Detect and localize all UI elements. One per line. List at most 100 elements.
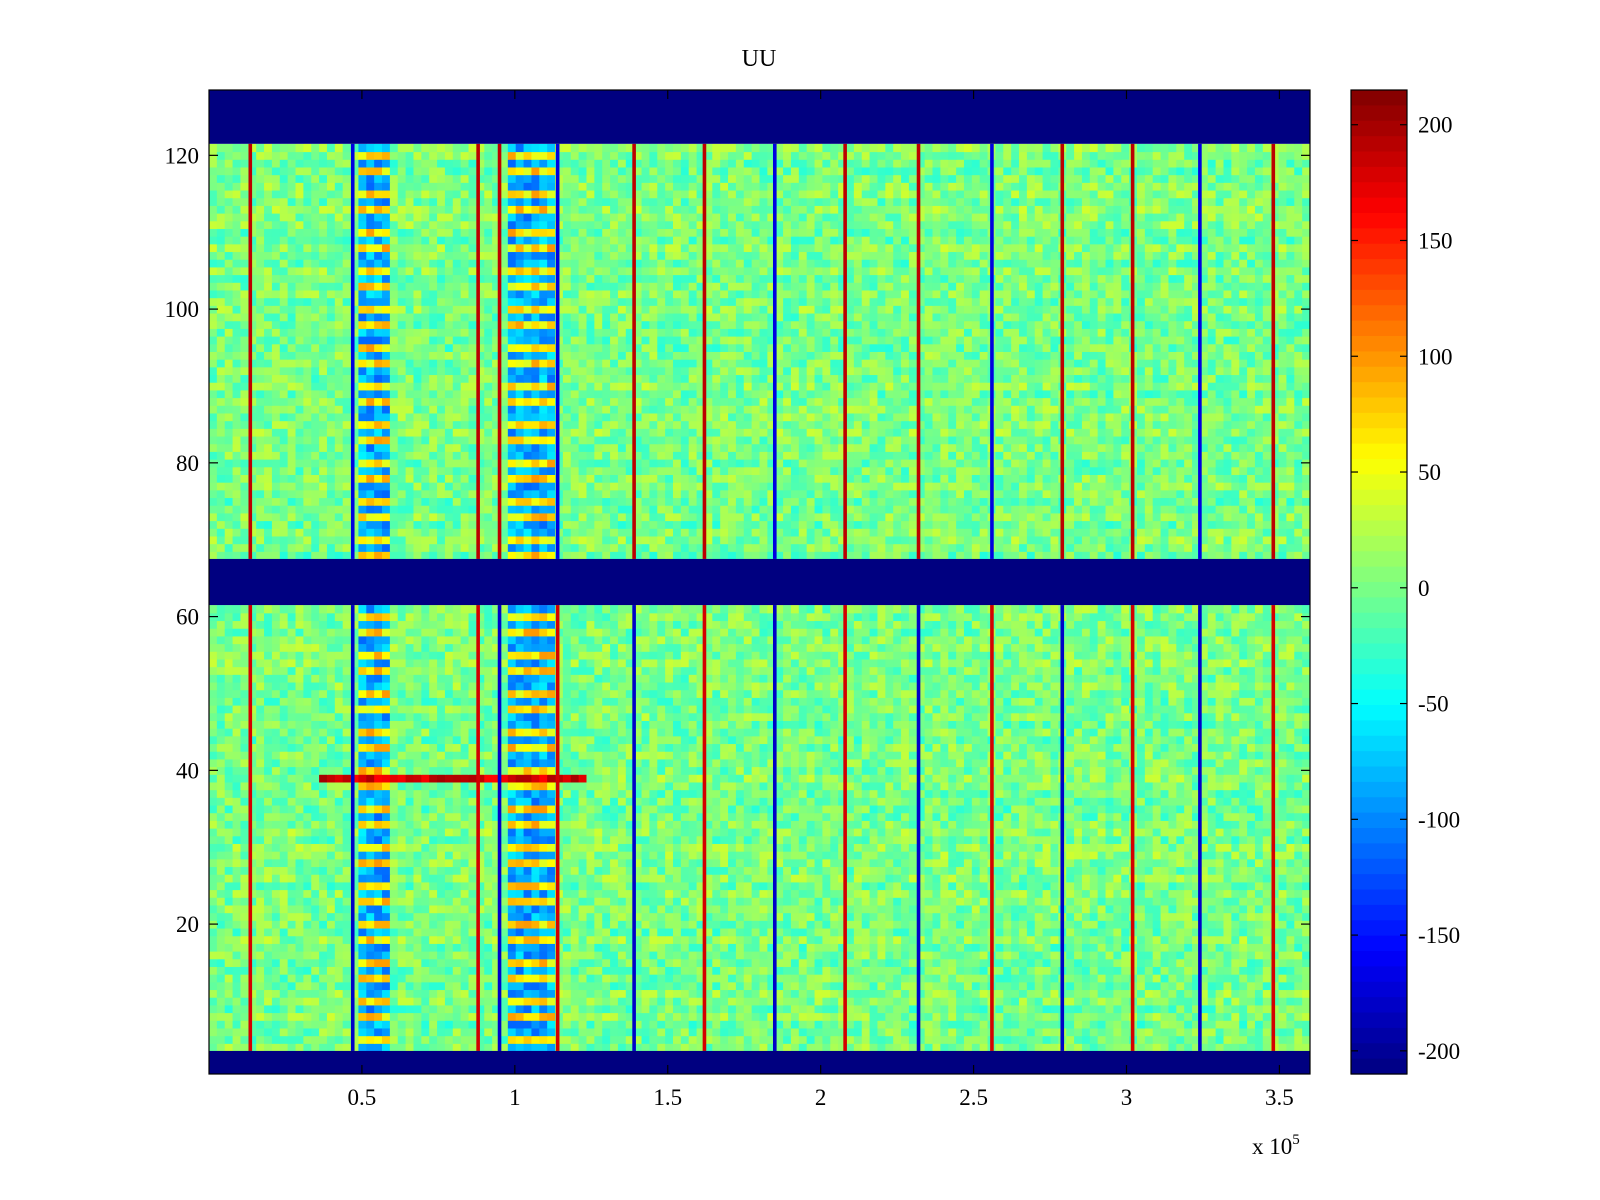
heatmap-cell [704, 1012, 713, 1021]
heatmap-cell [1074, 1004, 1083, 1014]
heatmap-cell [901, 989, 910, 998]
heatmap-cell [759, 927, 768, 937]
heatmap-cell [1097, 835, 1107, 844]
heatmap-cell [1066, 789, 1075, 798]
heatmap-cell [1168, 1043, 1177, 1052]
heatmap-cell [1113, 866, 1122, 875]
heatmap-cell [720, 843, 729, 852]
heatmap-cell [602, 989, 611, 998]
heatmap-cell [531, 797, 540, 806]
heatmap-cell [1066, 851, 1075, 860]
heatmap-cell [547, 904, 556, 914]
heatmap-cell [460, 974, 470, 983]
heatmap-cell [366, 935, 375, 944]
heatmap-cell [1239, 828, 1248, 837]
heatmap-cell [775, 920, 784, 929]
heatmap-cell [602, 912, 611, 921]
heatmap-cell [492, 966, 501, 975]
heatmap-cell [1223, 974, 1232, 983]
heatmap-cell [523, 981, 533, 991]
heatmap-cell [971, 820, 981, 829]
heatmap-cell [1286, 989, 1295, 998]
heatmap-cell [468, 874, 477, 883]
heatmap-cell [287, 935, 297, 944]
heatmap-cell [720, 812, 729, 821]
heatmap-cell [1239, 989, 1248, 998]
heatmap-cell [429, 1012, 438, 1021]
heatmap-cell [1199, 781, 1209, 791]
heatmap-cell [908, 1020, 918, 1029]
heatmap-cell [1066, 958, 1075, 967]
heatmap-cell [452, 927, 462, 937]
heatmap-cell [649, 989, 658, 998]
heatmap-cell [665, 812, 674, 821]
heatmap-cell [665, 843, 674, 852]
heatmap-cell [1199, 958, 1209, 967]
heatmap-cell [531, 1020, 540, 1029]
heatmap-cell [743, 927, 753, 937]
heatmap-cell [382, 820, 391, 829]
heatmap-cell [209, 881, 218, 891]
heatmap-cell [311, 927, 320, 937]
heatmap-cell [1019, 858, 1028, 868]
heatmap-cell [1113, 889, 1122, 898]
heatmap-cell [421, 851, 430, 860]
heatmap-cell [1089, 828, 1099, 837]
heatmap-cell [680, 881, 690, 891]
heatmap-cell [413, 974, 422, 983]
heatmap-cell [531, 943, 540, 952]
heatmap-cell [1152, 897, 1162, 906]
heatmap-cell [1121, 851, 1130, 860]
heatmap-cell [1081, 781, 1091, 791]
heatmap-cell [586, 958, 595, 967]
heatmap-cell [767, 966, 776, 975]
heatmap-cell [413, 812, 422, 821]
heatmap-cell [397, 897, 407, 906]
heatmap-cell [1168, 958, 1177, 967]
heatmap-cell [1105, 804, 1114, 814]
heatmap-cell [248, 851, 257, 860]
heatmap-cell [1294, 927, 1303, 937]
heatmap-cell [421, 828, 430, 837]
heatmap-cell [1113, 1012, 1122, 1021]
heatmap-cell [696, 943, 706, 952]
heatmap-cell [484, 981, 493, 991]
heatmap-cell [901, 1020, 910, 1029]
heatmap-cell [932, 958, 941, 967]
heatmap-cell [1042, 943, 1052, 952]
heatmap-cell [492, 1004, 501, 1014]
heatmap-cell [1121, 904, 1130, 914]
heatmap-cell [940, 820, 949, 829]
heatmap-cell [806, 981, 816, 991]
heatmap-cell [696, 781, 706, 791]
heatmap-cell [413, 904, 422, 914]
heatmap-cell [342, 1043, 352, 1052]
heatmap-cell [224, 958, 234, 967]
heatmap-cell [798, 943, 808, 952]
heatmap-cell [1286, 981, 1295, 991]
heatmap-cell [382, 958, 391, 967]
heatmap-cell [507, 797, 517, 806]
heatmap-cell [1034, 866, 1044, 875]
heatmap-cell [893, 881, 902, 891]
heatmap-cell [728, 920, 737, 929]
heatmap-cell [971, 981, 981, 991]
heatmap-cell [437, 774, 446, 783]
heatmap-cell [1034, 912, 1044, 921]
heatmap-cell [531, 981, 540, 991]
heatmap-cell [617, 1012, 627, 1021]
heatmap-cell [484, 789, 493, 798]
heatmap-cell [641, 1004, 650, 1014]
heatmap-cell [830, 1035, 839, 1044]
heatmap-cell [790, 943, 800, 952]
heatmap-cell [948, 935, 957, 944]
heatmap-cell [680, 889, 690, 898]
heatmap-cell [523, 989, 533, 998]
heatmap-cell [822, 951, 831, 960]
heatmap-cell [1286, 804, 1295, 814]
heatmap-cell [421, 920, 430, 929]
heatmap-cell [1278, 981, 1287, 991]
heatmap-cell [507, 804, 517, 814]
heatmap-cell [1113, 943, 1122, 952]
heatmap-cell [1254, 1004, 1264, 1014]
